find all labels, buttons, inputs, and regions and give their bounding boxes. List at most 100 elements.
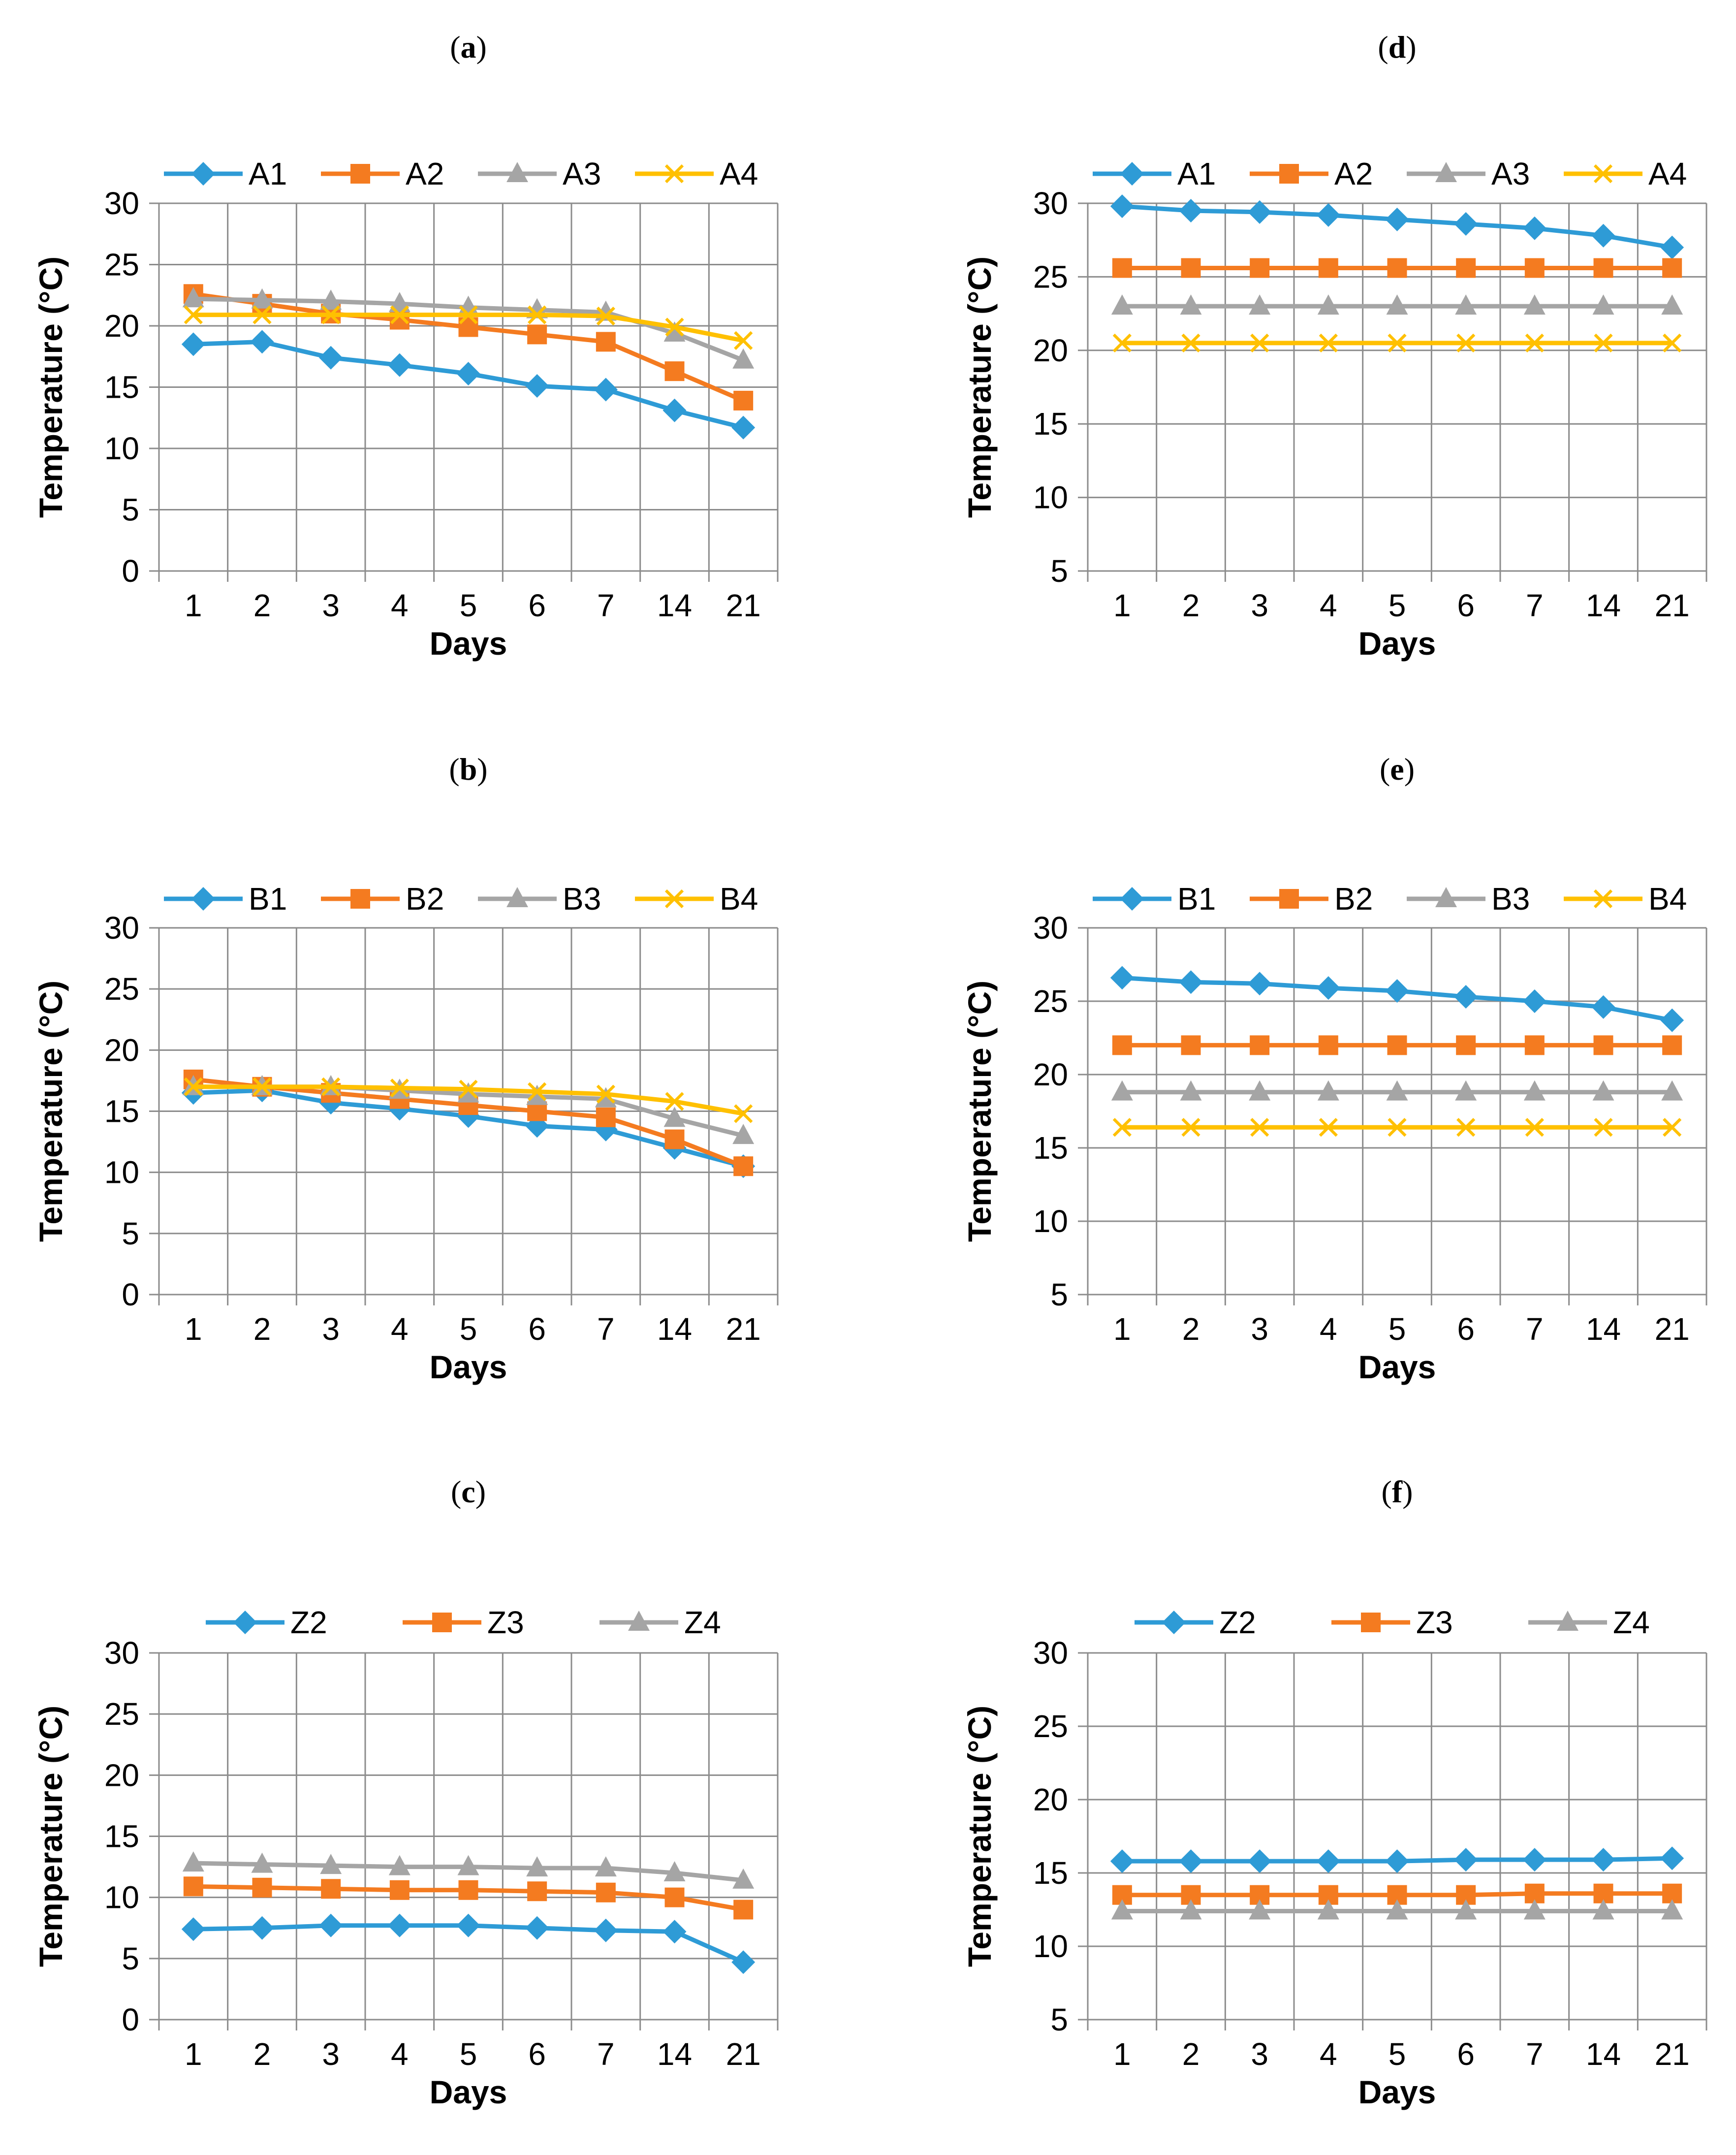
y-tick-label: 20 [104, 1032, 139, 1068]
data-point [1316, 1849, 1340, 1873]
x-tick-label: 5 [1389, 1311, 1406, 1347]
data-point [1317, 1899, 1339, 1920]
data-point [1592, 294, 1614, 315]
data-point [1317, 294, 1339, 315]
x-tick-label: 6 [528, 1311, 546, 1347]
panel-letter: b [460, 752, 477, 787]
data-point [1661, 1080, 1683, 1101]
data-point [457, 1855, 479, 1875]
data-point [1319, 1118, 1338, 1137]
x-tick-label: 4 [1320, 588, 1337, 623]
y-axis-title: Temperature (°C) [961, 1706, 998, 1967]
data-point [664, 1129, 685, 1149]
data-point [1593, 1035, 1613, 1055]
legend-marker [1361, 1613, 1381, 1632]
data-point [1661, 1899, 1683, 1920]
legend-marker [628, 1611, 650, 1631]
legend-label: Z2 [1219, 1605, 1256, 1640]
y-tick-label: 20 [104, 1757, 139, 1793]
y-tick-label: 20 [104, 308, 139, 344]
x-tick-label: 5 [460, 2036, 477, 2072]
data-point [319, 346, 343, 370]
legend-label: Z3 [487, 1605, 524, 1640]
legend-entry: Z2 [1135, 1605, 1256, 1640]
data-point [1248, 200, 1272, 224]
legend-label: B1 [249, 881, 287, 917]
legend-label: B4 [1648, 881, 1687, 917]
x-tick-label: 5 [460, 588, 477, 623]
data-point [1388, 333, 1407, 352]
y-tick-label: 30 [104, 1635, 139, 1671]
legend-label: A2 [406, 156, 444, 191]
data-point [1524, 1035, 1545, 1055]
x-axis-title: Days [1358, 1349, 1436, 1385]
data-point [1387, 258, 1407, 278]
data-point [251, 288, 273, 309]
data-point [1660, 1846, 1684, 1870]
data-point [526, 1084, 548, 1105]
chart-panel-a: (a) 0 5 10 15 20 25 30 1 2 3 4 5 6 7 14 21 Days Temperatur… [32, 30, 779, 662]
data-point [184, 1077, 203, 1096]
x-tick-label: 1 [1113, 2036, 1131, 2072]
y-axis-title: Temperature (°C) [32, 1706, 69, 1967]
x-tick-label: 4 [1320, 2036, 1337, 2072]
data-point [731, 415, 756, 440]
data-point [731, 1950, 756, 1974]
data-point [663, 1107, 686, 1127]
data-point [250, 330, 274, 354]
data-point [1663, 1118, 1682, 1137]
data-point [1248, 1849, 1272, 1873]
x-tick-label: 7 [597, 2036, 615, 2072]
data-point [1110, 1849, 1134, 1873]
x-tick-label: 3 [1251, 2036, 1268, 2072]
y-tick-label: 10 [1033, 480, 1068, 515]
data-point [525, 1916, 549, 1940]
y-tick-label: 30 [1033, 186, 1068, 221]
y-tick-label: 30 [1033, 910, 1068, 946]
x-tick-label: 21 [1655, 2036, 1690, 2072]
panel-label: (f) [1382, 1474, 1413, 1509]
panel-letter: c [461, 1474, 475, 1509]
x-tick-label: 7 [1526, 2036, 1544, 2072]
x-tick-label: 7 [597, 1311, 615, 1347]
data-point [390, 305, 409, 324]
series-Z4 [1111, 1899, 1683, 1920]
y-axis-title: Temperature (°C) [32, 256, 69, 518]
data-point [321, 1879, 341, 1899]
data-point [596, 306, 615, 326]
x-tick-label: 3 [322, 1311, 340, 1347]
data-point [320, 1854, 342, 1874]
chart-panel-d: (d) 5 10 15 20 25 30 1 2 3 4 5 6 7 14 21 Days Temperature… [961, 30, 1707, 662]
chart-panel-b: (b) 0 5 10 15 20 25 30 1 2 3 4 5 6 7 14 21 Days Temperatur… [32, 752, 779, 1385]
data-point [595, 1856, 617, 1877]
y-axis-title: Temperature (°C) [961, 256, 998, 518]
data-point [596, 1882, 616, 1902]
x-axis-title: Days [1358, 2074, 1436, 2110]
y-tick-label: 20 [1033, 333, 1068, 368]
x-tick-label: 5 [1389, 2036, 1406, 2072]
panel-letter: d [1389, 30, 1406, 64]
legend-label: B1 [1177, 881, 1216, 917]
legend-label: A3 [563, 156, 601, 191]
data-point [527, 1881, 547, 1901]
series-Z3 [183, 1876, 754, 1920]
data-point [1522, 1848, 1547, 1872]
data-point [1591, 223, 1615, 248]
data-point [459, 305, 478, 324]
data-point [1249, 1080, 1271, 1101]
legend-marker [191, 887, 215, 911]
data-point [664, 361, 685, 381]
data-point [252, 1877, 272, 1898]
data-point [253, 305, 272, 324]
legend-marker [350, 889, 370, 909]
x-axis-title: Days [430, 625, 507, 662]
legend-entry: B3 [478, 881, 601, 917]
data-point [596, 1107, 616, 1127]
data-point [664, 1887, 685, 1907]
data-point [1250, 1118, 1269, 1137]
data-point [1111, 1899, 1133, 1920]
x-tick-label: 1 [185, 588, 202, 623]
legend-entry: B2 [321, 881, 444, 917]
data-point [183, 1876, 203, 1897]
x-tick-label: 3 [1251, 1311, 1268, 1347]
